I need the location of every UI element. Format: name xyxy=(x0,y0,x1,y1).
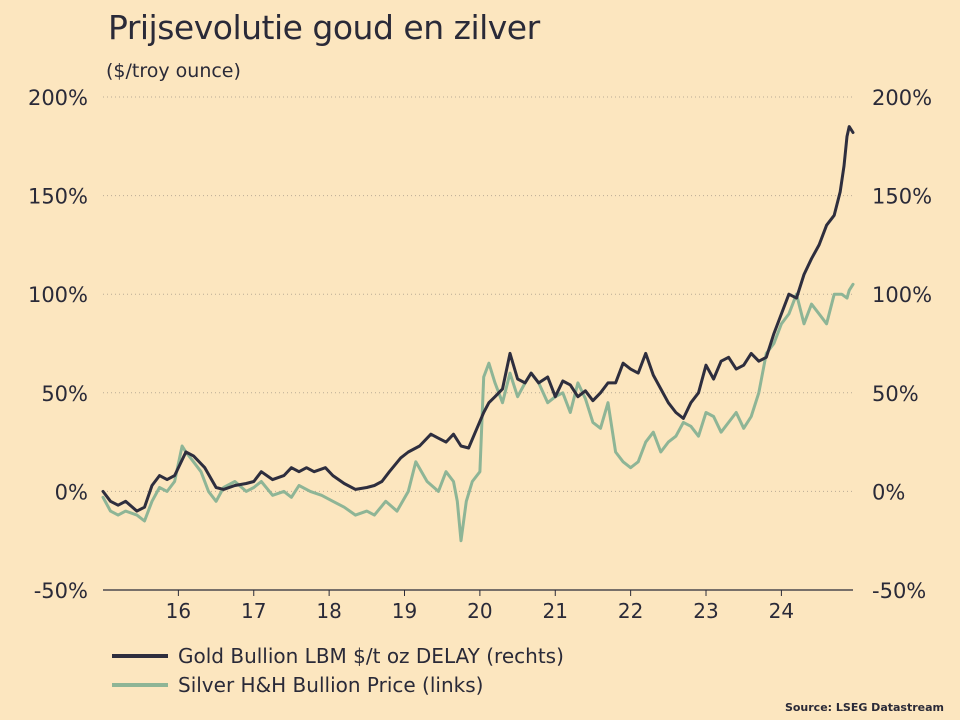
y-right-tick-label: 200% xyxy=(872,86,932,110)
legend-label-silver: Silver H&H Bullion Price (links) xyxy=(178,673,483,697)
legend: Gold Bullion LBM $/t oz DELAY (rechts) Si… xyxy=(112,644,564,697)
x-tick-label: 20 xyxy=(467,599,492,623)
y-right-tick-label: 0% xyxy=(872,480,905,504)
y-left-tick-label: -50% xyxy=(34,579,88,603)
x-tick-label: 19 xyxy=(392,599,417,623)
grid-lines xyxy=(103,96,853,492)
y-right-tick-label: 100% xyxy=(872,283,932,307)
y-left-tick-label: 150% xyxy=(28,185,88,209)
x-axis: 16 17 18 19 20 21 22 23 24 xyxy=(166,590,794,623)
x-tick-label: 16 xyxy=(166,599,191,623)
y-left-tick-label: 200% xyxy=(28,86,88,110)
y-axis-left: -50% 0% 50% 100% 150% 200% xyxy=(28,86,88,603)
page-title: Prijsevolutie goud en zilver xyxy=(108,8,540,47)
chart-subtitle: ($/troy ounce) xyxy=(106,60,241,82)
x-tick-label: 22 xyxy=(618,599,643,623)
y-right-tick-label: -50% xyxy=(872,579,926,603)
x-tick-label: 21 xyxy=(543,599,568,623)
source-note: Source: LSEG Datastream xyxy=(784,701,944,714)
x-tick-label: 24 xyxy=(769,599,794,623)
y-left-tick-label: 0% xyxy=(55,480,88,504)
silver-series-line xyxy=(101,282,855,543)
legend-label-gold: Gold Bullion LBM $/t oz DELAY (rechts) xyxy=(178,644,564,668)
x-tick-label: 17 xyxy=(241,599,266,623)
x-tick-label: 23 xyxy=(693,599,718,623)
y-right-tick-label: 50% xyxy=(872,382,919,406)
y-left-tick-label: 50% xyxy=(41,382,88,406)
y-axis-right: -50% 0% 50% 100% 150% 200% xyxy=(872,86,932,603)
y-right-tick-label: 150% xyxy=(872,185,932,209)
series-layer xyxy=(101,125,855,543)
gold-series-line xyxy=(101,125,855,513)
x-tick-label: 18 xyxy=(316,599,341,623)
y-left-tick-label: 100% xyxy=(28,283,88,307)
